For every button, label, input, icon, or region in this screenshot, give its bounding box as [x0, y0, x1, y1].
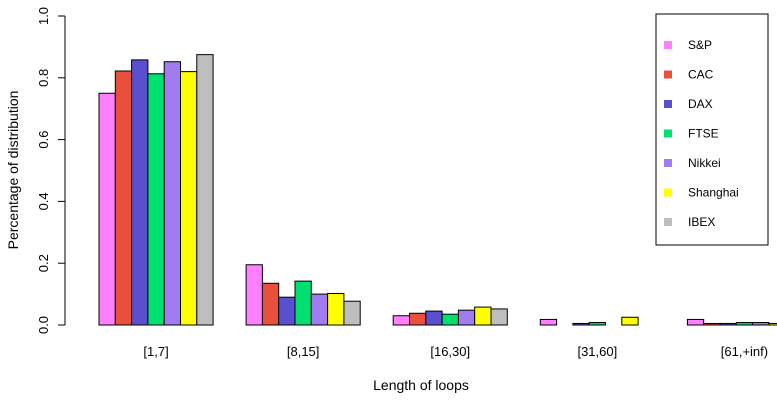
legend-swatch	[664, 188, 672, 197]
y-tick-label: 0.6	[36, 131, 51, 149]
bar-shanghai-0	[180, 71, 198, 326]
bar-sp-3	[539, 318, 558, 326]
bar-ftse-4	[735, 322, 754, 326]
bar-shanghai-4	[768, 322, 777, 326]
bar-ibex-2	[490, 308, 508, 326]
legend-box	[655, 13, 769, 246]
bar-dax-2	[425, 310, 443, 326]
x-axis-title: Length of loops	[373, 377, 469, 393]
y-axis-title: Percentage of distribution	[5, 91, 21, 250]
legend-label: DAX	[688, 97, 713, 111]
x-tick-label: [8,15]	[287, 344, 320, 359]
bar-sp-2	[392, 315, 411, 326]
bar-dax-0	[131, 59, 149, 326]
bar-sp-4	[686, 318, 705, 326]
bar-cac-2	[409, 312, 427, 326]
bar-nikkei-4	[752, 322, 770, 326]
bar-nikkei-0	[163, 61, 181, 326]
y-tick-label: 0.2	[36, 254, 51, 272]
bar-cac-4	[703, 322, 721, 326]
y-tick-label: 0.8	[36, 69, 51, 87]
x-tick-label: [16,30]	[430, 344, 470, 359]
bar-ftse-1	[294, 280, 312, 326]
y-tick-label: 1.0	[36, 7, 51, 25]
legend-label: FTSE	[688, 127, 719, 141]
legend-label: IBEX	[688, 215, 715, 229]
legend-swatch	[664, 70, 672, 79]
bar-ftse-0	[147, 73, 165, 326]
bar-ibex-1	[343, 300, 361, 326]
legend-label: CAC	[688, 68, 714, 82]
bar-nikkei-2	[457, 309, 476, 326]
bar-ftse-2	[441, 313, 459, 326]
legend-swatch	[664, 100, 672, 108]
bar-nikkei-1	[310, 293, 329, 326]
legend-swatch	[664, 129, 672, 138]
bar-dax-1	[278, 296, 296, 326]
x-tick-label: [1,7]	[143, 344, 168, 359]
bar-sp-0	[98, 92, 116, 326]
y-tick-label: 0.4	[36, 192, 51, 210]
legend-label: S&P	[688, 38, 712, 52]
x-axis-tick-labels: [1,7] [8,15] [16,30] [31,60] [61,+inf)	[143, 344, 768, 359]
bar-dax-4	[719, 322, 737, 326]
bar-cac-1	[261, 282, 280, 326]
bar-cac-0	[114, 70, 133, 326]
legend: S&P CAC DAX FTSE Nikkei Shanghai IBEX	[655, 13, 769, 246]
bar-sp-1	[245, 264, 263, 326]
bar-dax-3	[572, 322, 590, 326]
y-axis-ticks: 0.0 0.2 0.4 0.6 0.8 1.0	[36, 7, 65, 334]
bar-shanghai-2	[474, 306, 492, 326]
legend-swatch	[664, 218, 672, 226]
bar-shanghai-1	[327, 292, 345, 326]
y-tick-label: 0.0	[36, 316, 51, 334]
legend-label: Shanghai	[688, 186, 739, 200]
bar-shanghai-3	[621, 316, 639, 326]
x-tick-label: [61,+inf)	[721, 344, 768, 359]
legend-label: Nikkei	[688, 156, 721, 170]
legend-swatch	[664, 159, 672, 167]
bar-ftse-3	[588, 322, 607, 326]
legend-swatch	[664, 41, 672, 49]
bars-group	[98, 54, 777, 326]
bar-ibex-0	[196, 54, 214, 326]
x-tick-label: [31,60]	[577, 344, 617, 359]
